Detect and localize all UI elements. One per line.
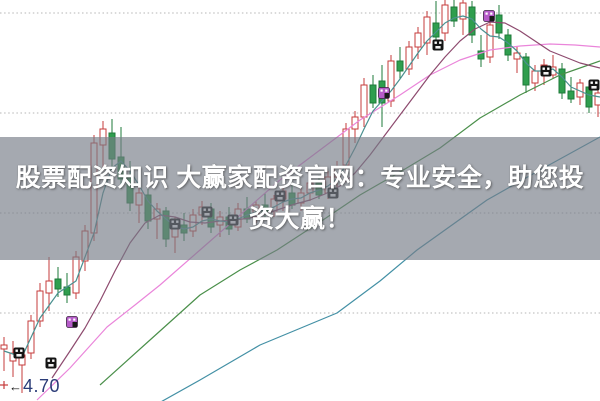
candle-body <box>396 60 404 72</box>
violet-signal-marker-icon <box>66 316 78 328</box>
candle-body <box>459 2 467 20</box>
candle-body <box>0 344 8 350</box>
black-signal-marker-icon <box>588 79 600 91</box>
candle-body <box>477 50 485 60</box>
candle-body <box>351 116 359 130</box>
candle-body <box>522 56 530 86</box>
candle-body <box>513 52 521 60</box>
promo-banner: 股票配资知识 大赢家配资官网：专业安全，助您投 资大赢！ <box>0 137 600 260</box>
candle-body <box>423 16 431 44</box>
price-low-label: ← 4.70 <box>9 377 60 395</box>
violet-signal-marker-icon <box>378 87 390 99</box>
promo-banner-line2: 资大赢！ <box>248 204 351 233</box>
candle-body <box>567 90 575 100</box>
candle-body <box>594 92 600 106</box>
candle-body <box>405 46 413 70</box>
violet-signal-marker-icon <box>483 10 495 22</box>
ma-line-ma20-pink <box>36 43 600 401</box>
candle-body <box>531 70 539 84</box>
candle-body <box>441 4 449 34</box>
candle-body <box>558 68 566 94</box>
candle-body <box>432 22 440 38</box>
candle-body <box>369 84 377 104</box>
candle-body <box>36 290 44 322</box>
candle-body <box>450 6 458 22</box>
candle-body <box>468 6 476 36</box>
red-cross-marker-icon <box>0 381 8 389</box>
candle-body <box>360 84 368 118</box>
black-signal-marker-icon <box>13 347 25 359</box>
black-signal-marker-icon <box>540 65 552 77</box>
candle-body <box>54 278 62 290</box>
candle-body <box>495 14 503 34</box>
candle-body <box>45 280 53 294</box>
black-signal-marker-icon <box>432 39 444 51</box>
promo-banner-line1: 股票配资知识 大赢家配资官网：专业安全，助您投 <box>15 163 585 192</box>
price-low-arrow-icon: ← <box>9 378 22 394</box>
candle-body <box>414 32 422 48</box>
price-low-value: 4.70 <box>23 376 61 396</box>
candle-body <box>486 24 494 58</box>
black-signal-marker-icon <box>45 357 57 369</box>
